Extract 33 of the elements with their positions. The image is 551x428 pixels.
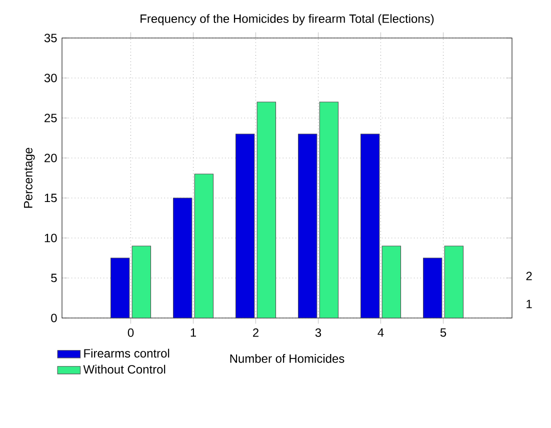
bar: [298, 134, 318, 318]
text: 1: [526, 300, 532, 308]
bar: [132, 246, 152, 318]
x-axis-title: Number of Homicides: [230, 354, 344, 363]
y-tick-label: 35: [44, 34, 57, 42]
y-tick-label: 5: [51, 274, 57, 282]
x-tick-label: 2: [253, 328, 258, 337]
y-tick-label: 25: [44, 114, 57, 122]
x-tick-label: 4: [378, 328, 384, 337]
y-tick-label: 10: [44, 234, 57, 242]
x-tick-label: 1: [190, 328, 196, 337]
chart-title: Frequency of the Homicides by firearm Total (Elections): [140, 14, 434, 26]
y-tick-label: 20: [44, 154, 57, 162]
text: 2: [526, 272, 532, 280]
bar: [110, 258, 130, 318]
y-tick-label: 30: [44, 74, 57, 82]
bar: [319, 102, 339, 318]
x-tick-label: 3: [315, 328, 322, 337]
x-tick-label: 0: [128, 328, 134, 337]
x-tick-label: 5: [440, 328, 446, 337]
bar: [382, 246, 402, 318]
bar: [235, 134, 255, 318]
y-tick-label: 15: [44, 194, 57, 202]
bar: [360, 134, 380, 318]
legend-label: Firearms control: [84, 348, 170, 358]
bar: [422, 258, 442, 318]
y-tick-label: 0: [51, 314, 57, 322]
bar: [256, 102, 276, 318]
legend-label: Without Control: [83, 364, 166, 374]
bar: [172, 198, 192, 318]
y-axis-title: Percentage: [24, 148, 35, 208]
bar: [444, 246, 464, 318]
bar: [194, 174, 214, 318]
